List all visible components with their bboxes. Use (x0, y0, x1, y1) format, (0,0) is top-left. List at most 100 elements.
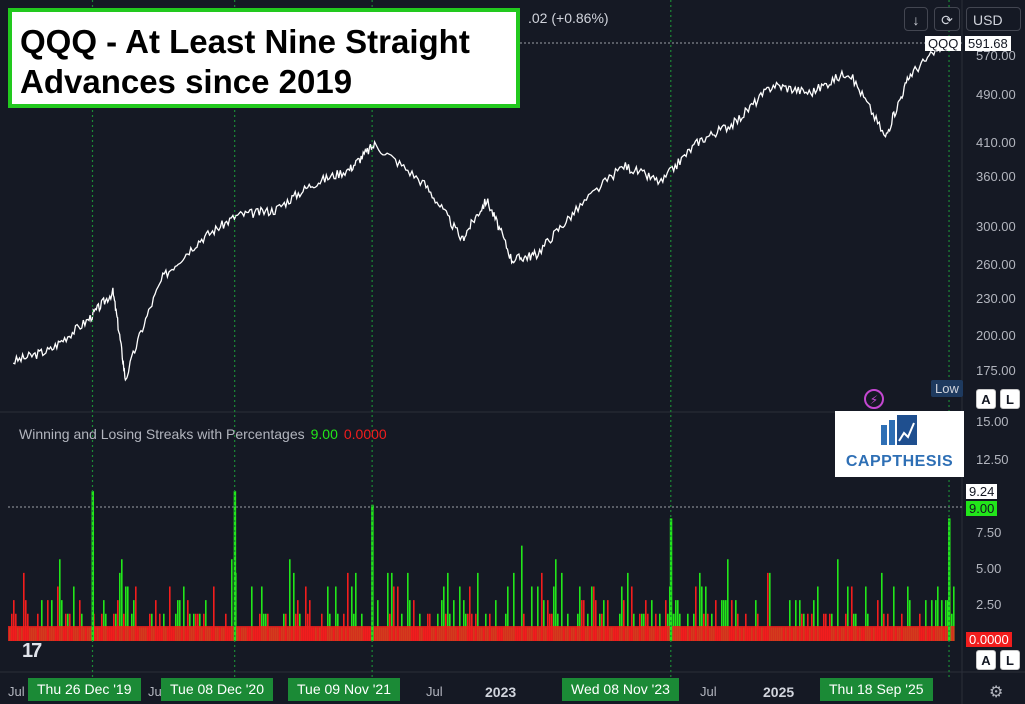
indicator-axis-tick: 5.00 (976, 561, 1002, 576)
indicator-zero-tag: 0.0000 (966, 632, 1012, 647)
logo-text: CAPPTHESIS (845, 453, 954, 470)
win-streak-bar (441, 600, 443, 641)
settings-gear-icon[interactable]: ⚙ (989, 684, 1004, 701)
win-streak-bar (537, 586, 539, 641)
indicator-last-tag: 9.24 (966, 484, 998, 499)
win-streak-bar (935, 600, 937, 641)
indicator-axis-tick: 7.50 (976, 525, 1002, 540)
loss-streak-bar (23, 572, 25, 641)
win-streak-bar (579, 586, 581, 641)
time-axis-tick: 2025 (763, 684, 795, 700)
win-streak-bar (799, 600, 801, 641)
win-streak-bar (531, 586, 533, 641)
loss-streak-bar (623, 600, 625, 641)
win-streak-bar (293, 572, 295, 641)
loss-streak-bar (79, 600, 81, 641)
win-streak-bar (735, 600, 737, 641)
win-streak-bar (543, 600, 545, 641)
symbol-tag: QQQ (925, 36, 962, 51)
win-streak-bar (705, 586, 707, 641)
currency-select[interactable]: USD ⌄ (966, 7, 1021, 52)
chart-title-line-2: Advances since 2019 (20, 63, 353, 100)
loss-streak-bar (25, 600, 27, 641)
loss-streak-bar (155, 600, 157, 641)
lightning-icon[interactable]: ⚡ (864, 389, 884, 409)
win-streak-bar (937, 586, 939, 641)
arrow-down-icon[interactable]: ↓ (904, 7, 928, 31)
time-axis-tick: Jul (148, 684, 165, 699)
win-streak-bar (119, 572, 121, 641)
win-streak-bar (73, 586, 75, 641)
price-axis-tick: 230.00 (976, 291, 1016, 306)
win-streak-bar (59, 559, 61, 641)
price-axis-tick: 490.00 (976, 87, 1016, 102)
win-streak-bar (795, 600, 797, 641)
win-streak-bar (603, 600, 605, 641)
win-streak-bar (205, 600, 207, 641)
auto-scale-button[interactable]: A (976, 389, 996, 409)
win-streak-bar (377, 600, 379, 641)
loss-streak-bar (731, 600, 733, 641)
win-streak-bar (521, 545, 523, 641)
win-streak-bar (61, 600, 63, 641)
loss-streak-bar (305, 586, 307, 641)
win-streak-bar (561, 572, 563, 641)
win-streak-bar (177, 600, 179, 641)
loss-streak-bar (117, 600, 119, 641)
win-streak-bar (127, 586, 129, 641)
logo-graphic (881, 415, 917, 445)
time-axis-tick: 2023 (485, 684, 517, 700)
highlight-date-label: Thu 18 Sep '25 (820, 678, 933, 701)
refresh-icon[interactable]: ⟳ (934, 7, 960, 31)
price-axis-tick: 360.00 (976, 169, 1016, 184)
win-streak-bar (261, 586, 263, 641)
win-streak-bar (327, 586, 329, 641)
win-streak-bar (907, 586, 909, 641)
loss-streak-bar (347, 572, 349, 641)
loss-streak-bar (47, 600, 49, 641)
log-scale-button[interactable]: L (1000, 389, 1020, 409)
win-streak-bar (335, 586, 337, 641)
loss-streak-bar (583, 600, 585, 641)
loss-streak-bar (413, 600, 415, 641)
win-streak-bar (459, 586, 461, 641)
loss-streak-bar (541, 572, 543, 641)
win-streak-bar (945, 600, 947, 641)
highlight-streak-bar (371, 504, 374, 641)
loss-streak-bar (715, 600, 717, 641)
indicator-auto-scale-button[interactable]: A (976, 650, 996, 670)
loss-streak-bar (57, 586, 59, 641)
win-streak-bar (837, 559, 839, 641)
win-streak-bar (553, 586, 555, 641)
loss-streak-bar (187, 600, 189, 641)
win-streak-bar (755, 600, 757, 641)
loss-streak-bar (547, 600, 549, 641)
indicator-axis-tick: 2.50 (976, 597, 1002, 612)
indicator-name: Winning and Losing Streaks with Percenta… (19, 426, 305, 442)
win-streak-bar (789, 600, 791, 641)
win-streak-bar (387, 572, 389, 641)
chart-title-line-1: QQQ - At Least Nine Straight (20, 23, 470, 60)
indicator-win-value: 9.00 (310, 426, 338, 442)
loss-streak-bar (13, 600, 15, 641)
indicator-axis-tick: 12.50 (976, 452, 1009, 467)
highlight-streak-bar (669, 518, 673, 641)
win-streak-bar (555, 559, 557, 641)
win-streak-bar (909, 600, 911, 641)
win-streak-bar (355, 572, 357, 641)
indicator-log-scale-button[interactable]: L (1000, 650, 1020, 670)
time-axis-tick: Jul (700, 684, 717, 699)
win-streak-bar (925, 600, 927, 641)
win-streak-bar (725, 600, 727, 641)
loss-streak-bar (581, 600, 583, 641)
last-price-tag: 591.68 (965, 36, 1011, 51)
low-label-tag: Low (931, 380, 963, 397)
cappthesis-logo: CAPPTHESIS (835, 411, 964, 477)
highlight-date-label: Tue 08 Dec '20 (161, 678, 273, 701)
loss-streak-bar (213, 586, 215, 641)
win-streak-bar (701, 586, 703, 641)
loss-streak-bar (593, 586, 595, 641)
win-streak-bar (231, 559, 233, 641)
indicator-loss-value: 0.0000 (343, 426, 387, 442)
